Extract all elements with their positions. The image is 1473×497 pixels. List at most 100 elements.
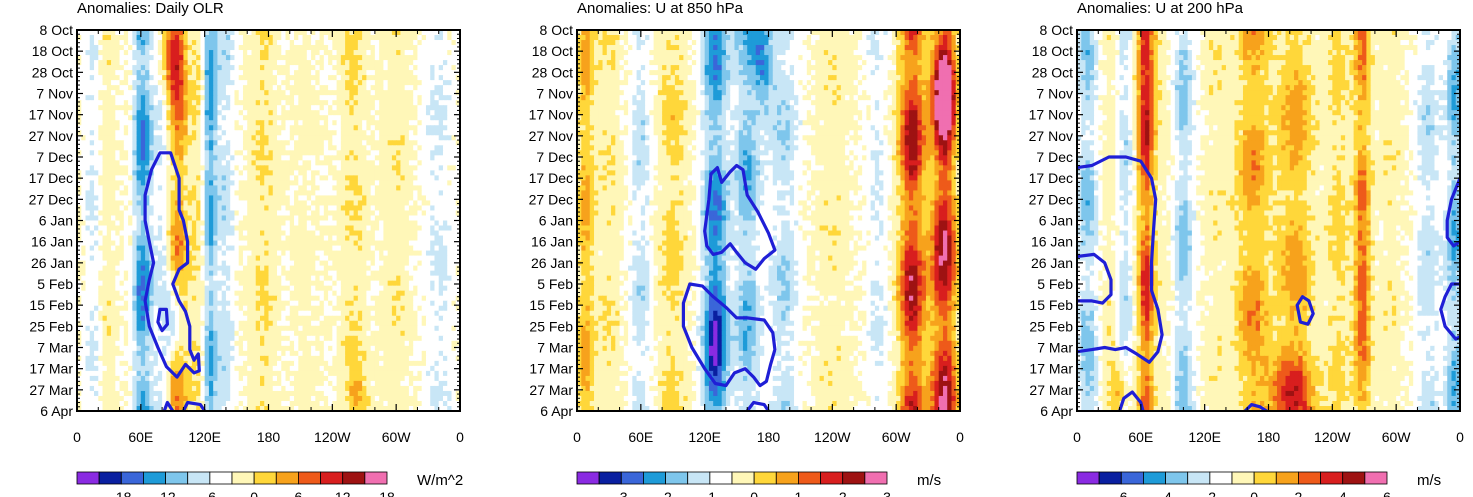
field-cell — [438, 145, 444, 151]
field-cell — [183, 245, 189, 252]
field-cell — [259, 190, 265, 197]
field-cell — [353, 65, 359, 71]
field-cell — [157, 280, 163, 287]
field-cell — [442, 265, 448, 272]
field-cell — [140, 75, 146, 81]
field-cell — [383, 290, 389, 297]
field-cell — [98, 35, 104, 41]
field-cell — [323, 85, 329, 91]
field-cell — [408, 90, 414, 96]
field-cell — [213, 260, 219, 267]
field-cell — [294, 300, 299, 307]
field-cell — [170, 205, 176, 212]
field-cell — [183, 295, 189, 302]
field-cell — [421, 265, 427, 272]
field-cell — [98, 60, 104, 66]
field-cell — [319, 120, 325, 126]
field-cell — [421, 105, 427, 111]
field-cell — [370, 95, 376, 101]
field-cell — [455, 295, 460, 302]
field-cell — [123, 120, 129, 126]
field-cell — [221, 150, 227, 156]
field-cell — [281, 55, 287, 61]
field-cell — [251, 240, 257, 247]
field-cell — [264, 170, 270, 176]
field-cell — [353, 45, 359, 51]
field-cell — [170, 210, 176, 217]
field-cell — [200, 185, 206, 192]
field-cell — [234, 245, 240, 252]
field-cell — [191, 100, 197, 106]
field-cell — [323, 290, 329, 297]
field-cell — [370, 60, 376, 66]
field-cell — [94, 120, 99, 126]
field-cell — [306, 220, 312, 227]
field-cell — [391, 110, 397, 116]
field-cell — [336, 195, 342, 202]
field-cell — [140, 140, 146, 146]
field-cell — [302, 180, 308, 186]
field-cell — [442, 170, 448, 176]
field-cell — [442, 115, 448, 121]
field-cell — [268, 30, 274, 36]
field-cell — [81, 150, 87, 156]
field-cell — [183, 175, 189, 181]
field-cell — [259, 205, 265, 212]
field-cell — [140, 250, 146, 257]
field-cell — [404, 185, 410, 192]
field-cell — [323, 200, 329, 207]
field-cell — [451, 230, 457, 237]
field-cell — [123, 135, 129, 141]
field-cell — [238, 220, 244, 227]
field-cell — [451, 35, 457, 41]
field-cell — [123, 230, 129, 237]
field-cell — [430, 160, 436, 166]
field-cell — [434, 65, 440, 71]
field-cell — [140, 90, 146, 96]
field-cell — [94, 290, 99, 297]
field-cell — [119, 85, 125, 91]
field-cell — [451, 245, 457, 252]
field-cell — [391, 125, 397, 131]
field-cell — [242, 35, 248, 41]
field-cell — [140, 175, 146, 181]
field-cell — [77, 60, 82, 66]
field-cell — [234, 100, 240, 106]
field-cell — [255, 250, 261, 257]
field-cell — [306, 170, 312, 176]
field-cell — [387, 240, 393, 247]
field-cell — [132, 135, 138, 141]
field-cell — [323, 70, 329, 76]
field-cell — [421, 110, 427, 116]
field-cell — [123, 235, 129, 242]
field-cell — [323, 225, 329, 232]
field-cell — [208, 260, 214, 267]
field-cell — [328, 190, 333, 197]
field-cell — [311, 80, 316, 86]
field-cell — [353, 295, 359, 302]
field-cell — [174, 110, 180, 116]
field-cell — [311, 245, 316, 252]
field-cell — [81, 270, 87, 277]
field-cell — [447, 160, 453, 166]
field-cell — [255, 205, 261, 212]
field-cell — [132, 105, 138, 111]
field-cell — [277, 30, 282, 36]
field-cell — [85, 265, 91, 272]
field-cell — [404, 165, 410, 171]
field-cell — [413, 155, 419, 161]
field-cell — [170, 270, 176, 277]
field-cell — [391, 75, 397, 81]
field-cell — [306, 100, 312, 106]
field-cell — [221, 30, 227, 36]
field-cell — [183, 55, 189, 61]
field-cell — [221, 100, 227, 106]
field-cell — [272, 105, 278, 111]
field-cell — [247, 195, 253, 202]
field-cell — [264, 180, 270, 186]
field-cell — [149, 80, 155, 86]
field-cell — [349, 35, 355, 41]
field-cell — [272, 175, 278, 181]
field-cell — [77, 125, 82, 131]
field-cell — [166, 230, 172, 237]
